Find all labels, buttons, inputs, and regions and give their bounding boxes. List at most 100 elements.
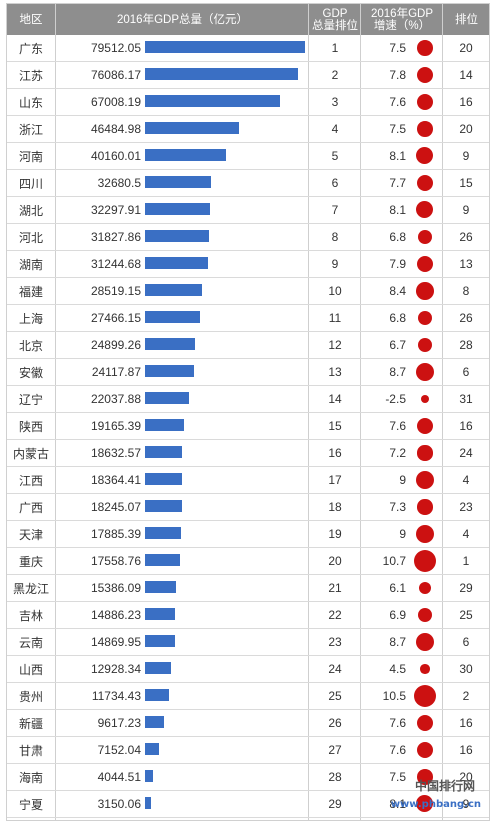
region-label: 云南 <box>18 635 43 650</box>
growth-dot <box>416 255 434 273</box>
gdp-value: 18632.57 <box>90 446 141 460</box>
table-row: 山西 12928.34 24 4.5 30 <box>7 656 489 683</box>
gdp-rank: 23 <box>328 635 342 649</box>
growth-dot <box>417 742 433 758</box>
gdp-rank: 4 <box>331 122 339 136</box>
table-row: 陕西 19165.39 15 7.6 16 <box>7 413 489 440</box>
table-row: 海南 4044.51 28 7.5 20 <box>7 764 489 791</box>
header-gdp: 2016年GDP总量（亿元） <box>116 13 248 26</box>
region-label: 吉林 <box>18 608 43 623</box>
growth-dot <box>416 174 434 192</box>
growth-rank: 14 <box>459 68 473 82</box>
growth-value: 7.9 <box>389 257 406 271</box>
gdp-bar <box>145 122 239 134</box>
header-region: 地区 <box>19 13 43 26</box>
table-row: 广东 79512.05 1 7.5 20 <box>7 35 489 62</box>
growth-rank: 20 <box>459 122 473 136</box>
growth-rank: 2 <box>462 689 470 703</box>
table-row: 四川 32680.5 6 7.7 15 <box>7 170 489 197</box>
gdp-bar <box>145 68 299 80</box>
gdp-rank: 21 <box>328 581 342 595</box>
growth-value: 8.1 <box>389 203 406 217</box>
gdp-rank: 26 <box>328 716 342 730</box>
gdp-bar <box>145 392 190 404</box>
growth-dot <box>417 499 433 515</box>
gdp-rank: 6 <box>331 176 339 190</box>
gdp-value: 28519.15 <box>90 284 141 298</box>
gdp-bar <box>145 446 183 458</box>
growth-value: 7.3 <box>389 500 406 514</box>
region-label: 福建 <box>18 284 43 299</box>
gdp-bar <box>145 527 181 539</box>
gdp-rank: 13 <box>328 365 342 379</box>
gdp-bar <box>145 689 169 701</box>
gdp-rank: 11 <box>328 311 342 325</box>
growth-dot <box>417 607 433 623</box>
region-label: 重庆 <box>18 554 43 569</box>
table-row: 宁夏 3150.06 29 8.1 9 <box>7 791 489 818</box>
gdp-value: 17885.39 <box>90 527 141 541</box>
gdp-bar <box>145 635 175 647</box>
growth-value: 9 <box>399 473 406 487</box>
gdp-rank: 15 <box>328 419 342 433</box>
gdp-value: 12928.34 <box>90 662 141 676</box>
growth-value: -2.5 <box>385 392 406 406</box>
gdp-rank: 29 <box>328 797 342 811</box>
table-row: 吉林 14886.23 22 6.9 25 <box>7 602 489 629</box>
table-row: 山东 67008.19 3 7.6 16 <box>7 89 489 116</box>
gdp-value: 14869.95 <box>90 635 141 649</box>
table-row: 新疆 9617.23 26 7.6 16 <box>7 710 489 737</box>
table-row: 辽宁 22037.88 14 -2.5 31 <box>7 386 489 413</box>
gdp-rank: 25 <box>328 689 342 703</box>
growth-value: 9 <box>399 527 406 541</box>
gdp-value: 24117.87 <box>91 365 141 379</box>
region-label: 山西 <box>18 662 43 677</box>
growth-dot <box>417 715 433 731</box>
gdp-value: 76086.17 <box>90 68 141 82</box>
growth-value: 7.6 <box>389 95 406 109</box>
gdp-value: 46484.98 <box>90 122 141 136</box>
growth-rank: 20 <box>459 770 473 784</box>
growth-rank: 6 <box>462 635 470 649</box>
table-row: 贵州 11734.43 25 10.5 2 <box>7 683 489 710</box>
table-row: 重庆 17558.76 20 10.7 1 <box>7 548 489 575</box>
gdp-bar <box>145 203 210 215</box>
gdp-rank: 9 <box>331 257 339 271</box>
growth-value: 8.7 <box>389 635 406 649</box>
header-rank: GDP 总量排位 <box>312 7 358 32</box>
growth-dot <box>413 549 437 573</box>
gdp-rank: 14 <box>328 392 342 406</box>
gdp-value: 7152.04 <box>97 743 141 757</box>
region-label: 湖北 <box>18 203 43 218</box>
table-row: 黑龙江 15386.09 21 6.1 29 <box>7 575 489 602</box>
region-label: 贵州 <box>18 689 43 704</box>
gdp-bar <box>145 95 280 107</box>
growth-rank: 23 <box>459 500 473 514</box>
table-row: 安徽 24117.87 13 8.7 6 <box>7 359 489 386</box>
region-label: 湖南 <box>18 257 43 272</box>
gdp-value: 18364.41 <box>90 473 141 487</box>
table-row: 湖南 31244.68 9 7.9 13 <box>7 251 489 278</box>
gdp-value: 15386.09 <box>90 581 141 595</box>
growth-rank: 16 <box>459 419 473 433</box>
growth-rank: 31 <box>459 392 473 406</box>
growth-rank: 25 <box>459 608 473 622</box>
region-label: 江西 <box>18 473 43 488</box>
growth-dot <box>418 581 432 595</box>
gdp-rank: 1 <box>331 41 339 55</box>
region-label: 内蒙古 <box>12 446 49 461</box>
growth-value: 10.7 <box>382 554 406 568</box>
growth-rank: 4 <box>462 527 470 541</box>
growth-rank: 16 <box>459 743 473 757</box>
growth-value: 7.5 <box>389 41 406 55</box>
growth-value: 7.7 <box>389 176 406 190</box>
growth-rank: 30 <box>459 662 473 676</box>
growth-value: 8.1 <box>389 149 406 163</box>
growth-dot <box>416 795 434 813</box>
growth-value: 6.9 <box>389 608 406 622</box>
gdp-value: 11734.43 <box>91 689 141 703</box>
growth-rank: 15 <box>459 176 473 190</box>
growth-value: 7.8 <box>389 68 406 82</box>
growth-rank: 20 <box>459 41 473 55</box>
gdp-bar <box>145 500 182 512</box>
